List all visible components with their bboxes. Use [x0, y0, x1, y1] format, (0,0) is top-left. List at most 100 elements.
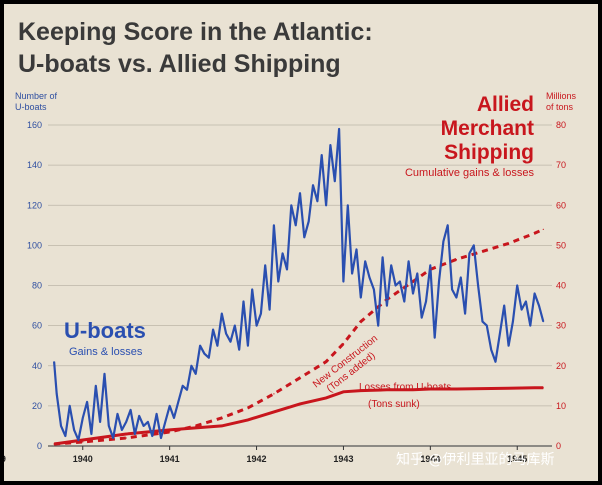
x-tick-label: 1942 — [247, 454, 267, 464]
uboats-point — [103, 373, 106, 375]
uboats-point — [416, 272, 418, 275]
uboats-point — [312, 184, 314, 186]
y-right-label-line1: Millions — [546, 91, 577, 101]
uboats-point — [390, 264, 392, 267]
uboats-point — [225, 333, 227, 335]
uboats-point — [408, 260, 410, 263]
y-left-tick-label: 100 — [27, 240, 42, 250]
losses-label-line2: (Tons sunk) — [368, 399, 420, 410]
uboats-point — [121, 429, 123, 431]
construction-point — [534, 232, 536, 234]
uboats-point — [238, 349, 240, 351]
losses-label-line1: Losses from U-boats — [359, 382, 451, 393]
losses-point — [125, 433, 127, 435]
chart-panel: Keeping Score in the Atlantic: U-boats v… — [4, 4, 598, 481]
uboats-point — [464, 312, 466, 315]
uboats-point — [364, 260, 366, 263]
uboats-point — [438, 280, 440, 283]
losses-point — [429, 388, 431, 390]
uboats-point — [520, 308, 523, 311]
uboats-point — [73, 429, 75, 431]
y-right-tick-label: 50 — [556, 240, 566, 250]
uboats-point — [60, 425, 62, 427]
construction-point — [342, 343, 345, 345]
uboats-point — [129, 409, 132, 411]
losses-point — [534, 387, 536, 389]
uboats-point — [494, 361, 497, 363]
y-right-tick-label: 80 — [556, 120, 566, 130]
y-right-tick-label: 20 — [556, 361, 566, 371]
losses-point — [273, 411, 275, 413]
construction-point — [542, 228, 544, 230]
uboats-point — [273, 224, 275, 226]
uboats-point — [512, 321, 514, 323]
uboats-point — [151, 435, 153, 437]
uboats-point — [338, 128, 340, 130]
uboats-point — [325, 204, 327, 206]
losses-point — [542, 387, 544, 389]
uboats-point — [451, 288, 453, 291]
construction-point — [455, 258, 458, 261]
uboats-sublabel: Gains & losses — [69, 346, 143, 358]
y-left-tick-label: 40 — [32, 361, 42, 371]
allied-label-line3: Shipping — [444, 141, 534, 164]
uboats-point — [434, 337, 436, 339]
losses-point — [221, 425, 223, 427]
uboats-point — [316, 200, 318, 202]
uboats-point — [69, 405, 71, 407]
uboats-point — [490, 349, 492, 351]
construction-point — [169, 431, 171, 433]
uboats-label: U-boats — [64, 318, 146, 343]
uboats-point — [125, 421, 127, 423]
y-right-tick-label: 70 — [556, 160, 566, 170]
uboats-point — [394, 284, 397, 287]
uboats-point — [342, 280, 345, 283]
y-left-label-line1: Number of — [15, 91, 58, 101]
construction-point — [386, 298, 388, 301]
construction-point — [82, 441, 84, 443]
x-tick-label: 1940 — [73, 454, 93, 464]
y-left-tick-label: 20 — [32, 401, 42, 411]
losses-point — [386, 389, 388, 391]
uboats-point — [169, 405, 171, 407]
uboats-point — [160, 437, 162, 439]
uboats-point — [138, 415, 140, 417]
uboats-point — [473, 244, 475, 246]
allied-label-line2: Merchant — [441, 117, 534, 140]
uboats-point — [234, 325, 236, 327]
uboats-point — [347, 204, 349, 206]
uboats-point — [255, 325, 258, 327]
allied-sublabel: Cumulative gains & losses — [405, 167, 535, 179]
uboats-point — [134, 433, 136, 435]
y-right-tick-label: 10 — [556, 401, 566, 411]
gridlines — [48, 124, 552, 447]
uboats-point — [455, 296, 458, 299]
uboats-point — [481, 321, 484, 323]
uboats-point — [447, 224, 449, 226]
uboats-point — [351, 272, 353, 275]
uboats-point — [477, 284, 479, 287]
uboats-point — [77, 439, 80, 441]
uboats-point — [199, 345, 201, 347]
uboats-point — [442, 240, 444, 242]
uboats-point — [90, 433, 93, 435]
uboats-point — [355, 248, 358, 250]
uboats-point — [86, 401, 88, 403]
x-tick-label: 1944 — [420, 454, 440, 464]
uboats-point — [303, 236, 305, 238]
losses-point — [412, 389, 414, 391]
x-tick-label: 1945 — [507, 454, 527, 464]
uboats-point — [203, 353, 206, 355]
construction-point — [221, 417, 223, 419]
uboats-point — [177, 401, 179, 403]
y-left-label-line2: U-boats — [15, 102, 47, 112]
construction-point — [360, 321, 362, 323]
uboats-point — [56, 393, 58, 395]
losses-point — [481, 388, 484, 390]
uboats-point — [251, 288, 253, 291]
uboats-point — [429, 264, 431, 267]
series-uboats — [53, 127, 545, 442]
losses-point — [299, 403, 301, 405]
series-losses — [53, 386, 544, 446]
